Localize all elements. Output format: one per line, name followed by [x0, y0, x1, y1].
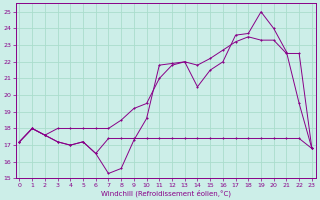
X-axis label: Windchill (Refroidissement éolien,°C): Windchill (Refroidissement éolien,°C) — [101, 189, 231, 197]
